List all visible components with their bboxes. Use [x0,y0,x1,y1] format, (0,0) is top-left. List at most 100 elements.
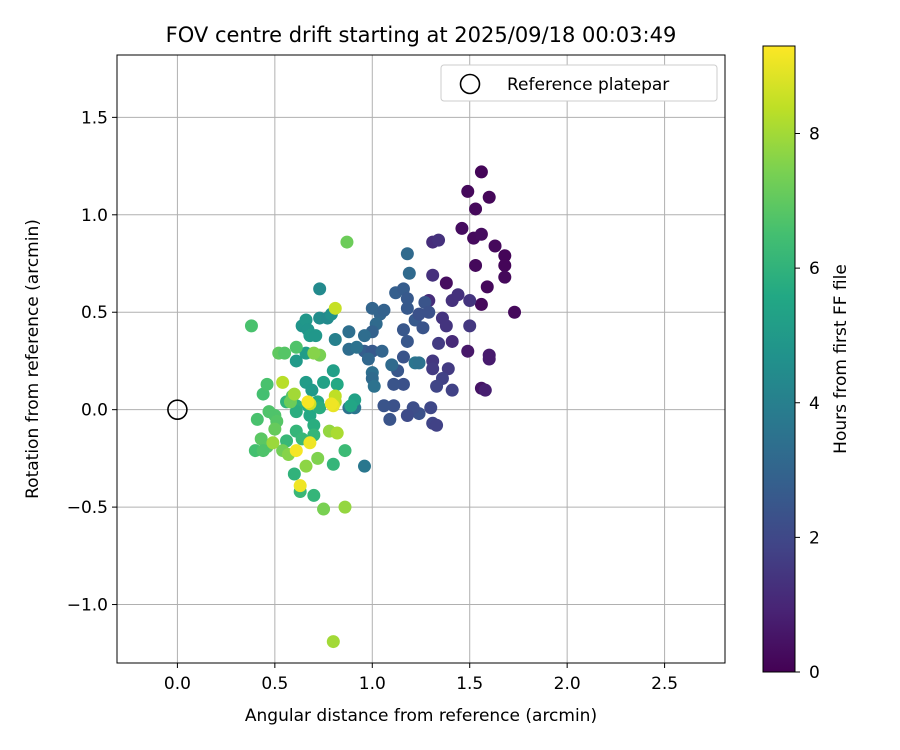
scatter-point [385,358,399,372]
scatter-point [439,319,453,333]
scatter-point [256,387,270,401]
scatter-point [469,258,483,272]
scatter-point [305,383,319,397]
scatter-point [260,377,274,391]
chart-title: FOV centre drift starting at 2025/09/18 … [166,23,677,47]
scatter-point [412,307,426,321]
scatter-point [412,356,426,370]
scatter-point [400,292,414,306]
scatter-point [424,401,438,415]
scatter-point [461,184,475,198]
x-tick-label: 2.5 [651,674,678,694]
scatter-point [256,444,270,458]
scatter-point [426,362,440,376]
scatter-point [367,379,381,393]
colorbar-tick-label: 2 [809,528,820,548]
scatter-point [317,502,331,516]
scatter-point [387,399,401,413]
plot-frame [116,54,726,664]
scatter-point [309,329,323,343]
scatter-point [432,233,446,247]
x-axis-ticks: 0.0 0.5 1.0 1.5 2.0 2.5 [164,663,678,694]
scatter-point [307,346,321,360]
scatter-point [340,235,354,249]
legend-entry: Reference platepar [507,75,669,95]
colorbar-tick-label: 0 [809,663,820,683]
scatter-point [350,340,364,354]
scatter-point [400,334,414,348]
scatter-point [461,344,475,358]
scatter-point [400,301,414,315]
y-tick-label: 0.5 [81,303,108,323]
scatter-point [301,395,315,409]
scatter-point [469,202,483,216]
scatter-point [361,352,375,366]
scatter-point [375,344,389,358]
scatter-point [244,319,258,333]
colorbar-label: Hours from first FF file [831,264,851,454]
scatter-point [344,399,358,413]
scatter-point [402,266,416,280]
colorbar-tick-label: 8 [809,125,820,145]
scatter-point [498,258,512,272]
scatter-point [383,412,397,426]
y-tick-label: 0.0 [81,401,108,421]
scatter-point [441,362,455,376]
scatter-point [445,334,459,348]
scatter-points [244,165,522,649]
scatter-point [317,375,331,389]
scatter-point [289,354,303,368]
scatter-point [422,305,436,319]
scatter-point [287,467,301,481]
scatter-point [266,436,280,450]
scatter-point [338,500,352,514]
scatter-point [338,444,352,458]
scatter-point [439,276,453,290]
scatter-point [377,303,391,317]
scatter-point [445,383,459,397]
scatter-point [387,377,401,391]
scatter-point [303,436,317,450]
scatter-point [326,635,340,649]
scatter-point [478,383,492,397]
colorbar-tick-label: 6 [809,259,820,279]
y-tick-label: −1.0 [67,596,108,616]
scatter-point [396,282,410,296]
legend: Reference platepar [440,64,718,102]
scatter-point [430,418,444,432]
scatter-point [287,387,301,401]
scatter-point [396,377,410,391]
scatter-point [455,221,469,235]
reference-marker [167,399,188,420]
scatter-point [299,313,313,327]
scatter-point [482,352,496,366]
y-tick-label: 1.0 [81,206,108,226]
x-tick-label: 1.0 [359,674,386,694]
scatter-point [311,451,325,465]
scatter-point [276,375,290,389]
x-tick-label: 1.5 [456,674,483,694]
scatter-point [324,397,338,411]
x-tick-label: 2.0 [554,674,581,694]
scatter-point [303,409,317,423]
y-axis-label: Rotation from reference (arcmin) [23,219,43,499]
scatter-point [326,457,340,471]
colorbar: 0 2 4 6 8 Hours from first FF file [762,45,851,683]
scatter-point [474,165,488,179]
scatter-point [357,329,371,343]
scatter-point [307,488,321,502]
legend-marker [459,73,481,95]
colorbar-ticks: 0 2 4 6 8 [795,125,820,683]
scatter-point [328,301,342,315]
y-tick-label: 1.5 [81,108,108,128]
scatter-point [313,282,327,296]
x-axis-label: Angular distance from reference (arcmin) [245,706,597,726]
scatter-point [498,249,512,263]
scatter-point [488,239,502,253]
scatter-point [498,270,512,284]
scatter-point [482,190,496,204]
colorbar-tick-label: 4 [809,394,820,414]
scatter-point [357,459,371,473]
scatter-point [430,379,444,393]
